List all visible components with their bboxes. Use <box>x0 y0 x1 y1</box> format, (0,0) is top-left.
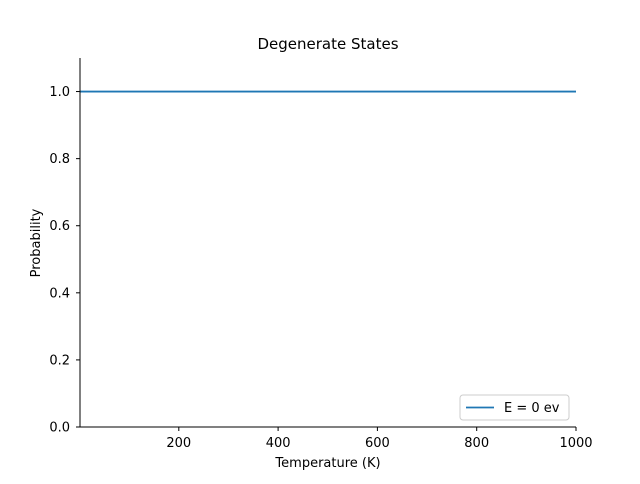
y-tick-label: 0.0 <box>49 421 70 436</box>
x-tick-label: 800 <box>464 436 489 451</box>
y-tick-label: 1.0 <box>49 85 70 100</box>
x-tick-label: 200 <box>166 436 191 451</box>
x-tick-label: 400 <box>266 436 291 451</box>
legend-box <box>459 394 570 421</box>
y-tick-label: 0.8 <box>49 152 70 167</box>
x-axis-ticks: 200 400 600 800 1000 <box>166 427 593 451</box>
legend: E = 0 ev <box>459 394 570 421</box>
y-axis-label: Probability <box>29 208 44 277</box>
x-tick-label: 1000 <box>559 436 592 451</box>
legend-label: E = 0 ev <box>504 401 560 416</box>
y-tick-label: 0.4 <box>49 286 70 301</box>
chart-title: Degenerate States <box>257 35 398 53</box>
y-tick-label: 0.2 <box>49 353 70 368</box>
y-tick-label: 0.6 <box>49 219 70 234</box>
y-axis-ticks: 0.0 0.2 0.4 0.6 0.8 1.0 <box>49 85 80 436</box>
x-axis-label: Temperature (K) <box>274 456 380 471</box>
x-tick-label: 600 <box>365 436 390 451</box>
